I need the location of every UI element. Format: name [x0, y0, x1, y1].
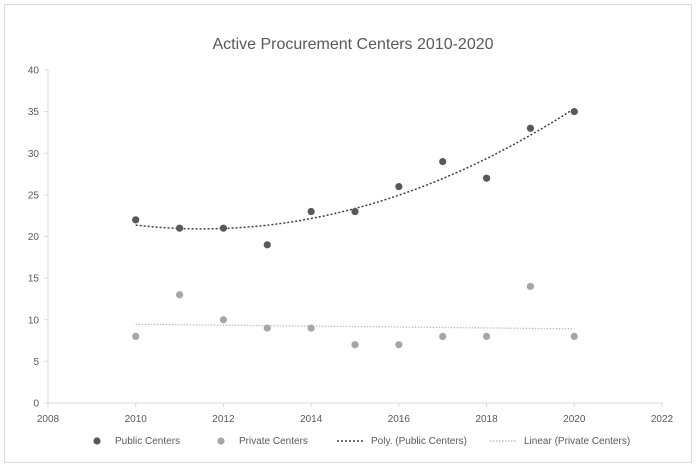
public-center-point	[219, 224, 228, 232]
private-center-point	[175, 291, 184, 299]
private-center-point	[439, 332, 447, 340]
legend-poly-public: Poly. (Public Centers)	[337, 436, 467, 447]
private-center-point	[570, 332, 578, 340]
public-center-point	[175, 224, 184, 232]
x-tick-label: 2018	[475, 414, 498, 425]
legend-marker	[217, 437, 225, 445]
private-center-point	[526, 282, 535, 291]
legend-label: Poly. (Public Centers)	[371, 436, 467, 447]
data-points	[132, 108, 578, 349]
private-center-point	[219, 316, 228, 324]
public-center-point	[307, 207, 315, 216]
y-tick-label: 25	[28, 190, 40, 201]
y-tick-label: 15	[28, 274, 40, 285]
x-tick-label: 2022	[651, 414, 674, 425]
x-tick-label: 2014	[300, 414, 323, 425]
private-center-point	[395, 341, 403, 349]
y-tick-label: 10	[28, 315, 40, 326]
x-tick-label: 2010	[125, 414, 148, 425]
private-center-point	[351, 341, 359, 349]
legend: Public Centers Private Centers Poly. (Publ…	[93, 436, 630, 447]
x-tick-label: 2012	[212, 414, 235, 425]
y-tick-label: 35	[28, 107, 40, 118]
legend-marker	[93, 437, 101, 445]
legend-private-centers: Private Centers	[217, 436, 308, 447]
x-tick-label: 2020	[563, 414, 586, 425]
axes: 0 5 10 15 20 25 30 35 40 2008 2010 2012 2014 2016 2018…	[28, 66, 674, 426]
y-tick-label: 5	[33, 357, 39, 368]
trendlines	[135, 107, 575, 330]
public-center-point	[351, 207, 359, 216]
legend-label: Public Centers	[115, 436, 180, 447]
y-tick-label: 40	[28, 66, 40, 77]
private-center-point	[307, 324, 315, 332]
public-center-point	[526, 124, 535, 132]
public-center-point	[263, 241, 271, 249]
private-center-point	[482, 332, 491, 340]
public-center-point	[482, 174, 491, 182]
public-center-point	[570, 108, 578, 116]
x-tick-label: 2016	[388, 414, 411, 425]
legend-linear-private: Linear (Private Centers)	[490, 436, 630, 447]
public-center-point	[439, 157, 447, 166]
chart-frame	[4, 4, 692, 463]
public-center-point	[395, 182, 403, 191]
y-tick-label: 20	[28, 232, 40, 243]
y-tick-label: 30	[28, 149, 40, 160]
chart-title: Active Procurement Centers 2010-2020	[212, 36, 493, 53]
trendline-linear-private	[135, 323, 575, 330]
legend-label: Linear (Private Centers)	[524, 436, 630, 447]
private-center-point	[132, 332, 140, 340]
private-center-point	[263, 324, 271, 332]
public-center-point	[132, 216, 140, 224]
legend-label: Private Centers	[239, 436, 308, 447]
x-tick-label: 2008	[37, 414, 60, 425]
legend-public-centers: Public Centers	[93, 436, 180, 447]
y-tick-label: 0	[33, 399, 39, 410]
